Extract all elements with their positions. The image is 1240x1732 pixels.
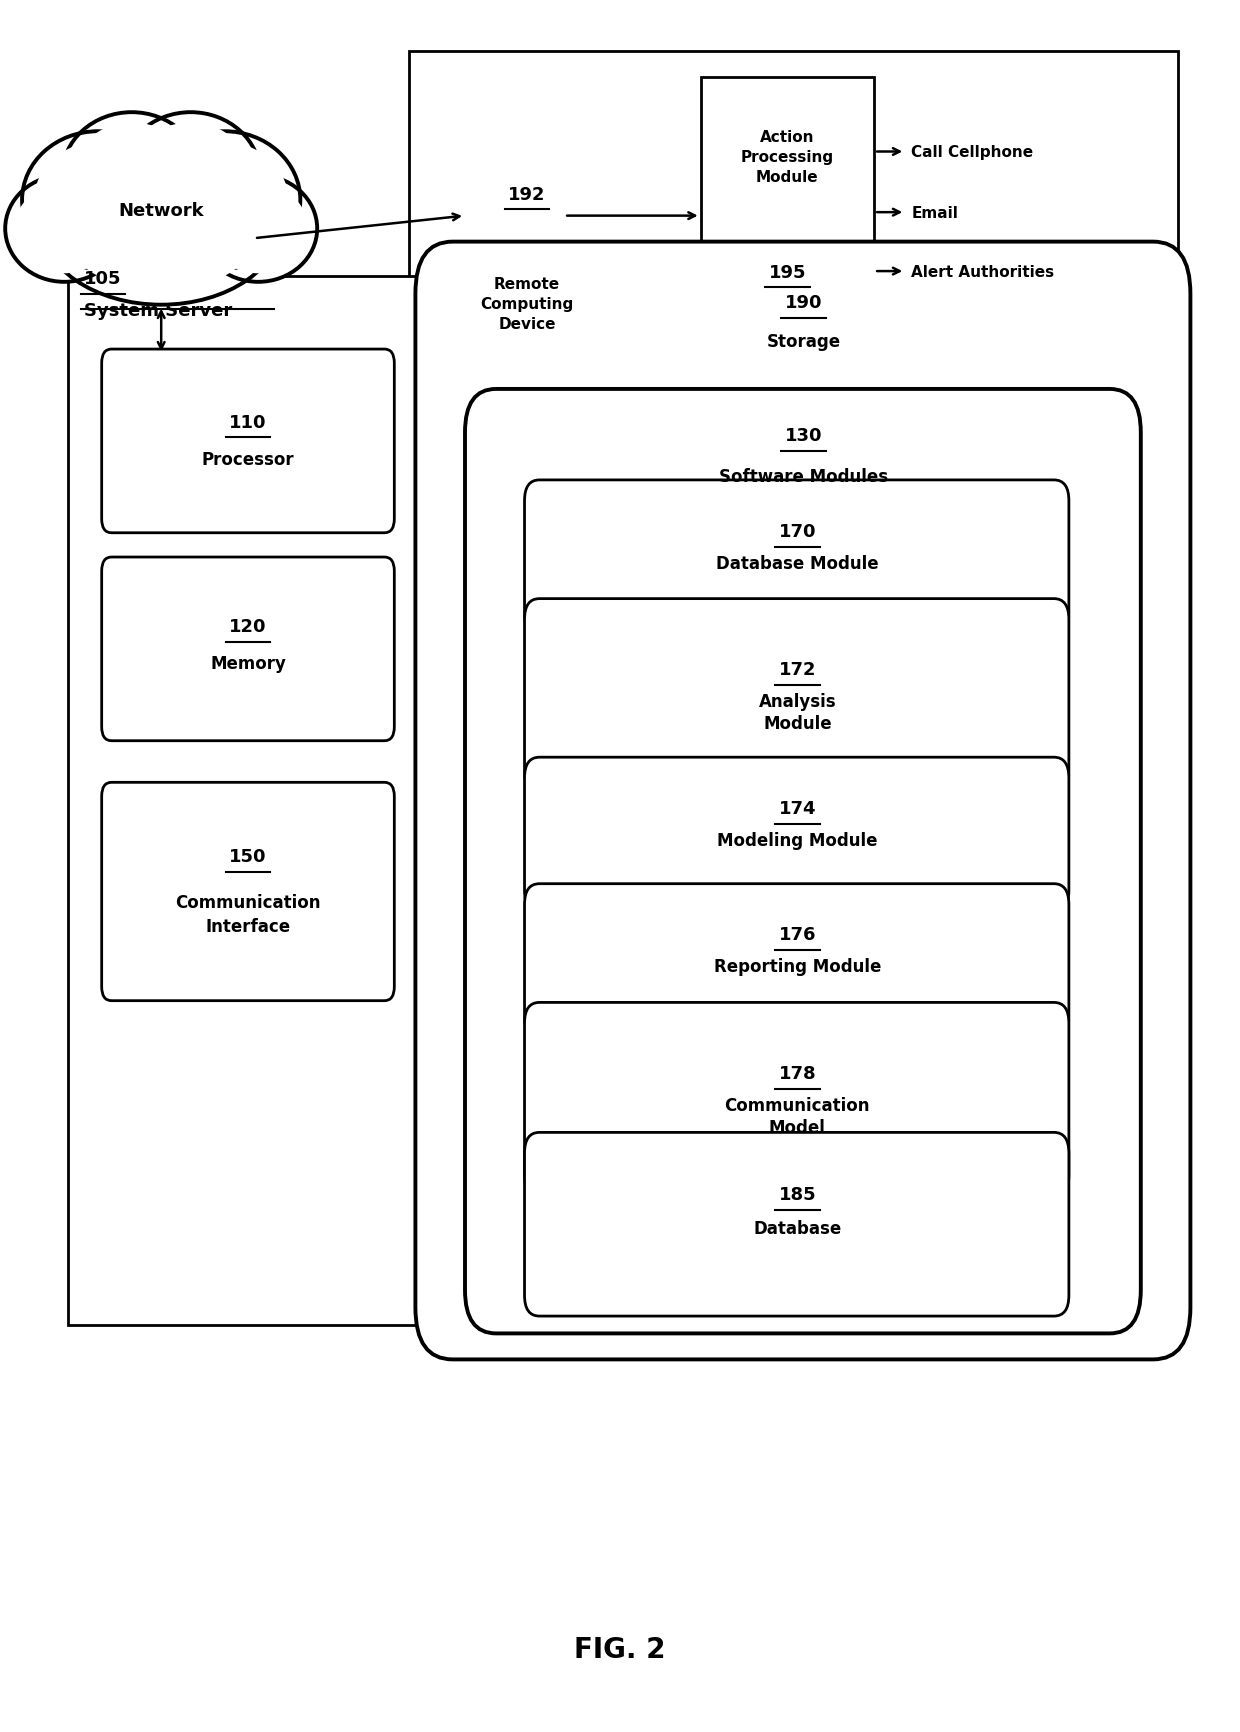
Ellipse shape <box>5 177 123 282</box>
Text: 195: 195 <box>769 265 806 282</box>
Text: Analysis
Module: Analysis Module <box>759 693 836 733</box>
Ellipse shape <box>149 132 300 268</box>
Text: Processor: Processor <box>202 450 294 468</box>
Text: 176: 176 <box>779 927 816 944</box>
FancyBboxPatch shape <box>465 390 1141 1334</box>
Text: Database Module: Database Module <box>715 554 879 572</box>
Ellipse shape <box>60 151 263 293</box>
Ellipse shape <box>15 185 114 274</box>
Text: Storage: Storage <box>766 333 841 350</box>
Ellipse shape <box>22 132 174 268</box>
Ellipse shape <box>122 113 260 239</box>
FancyBboxPatch shape <box>525 885 1069 1039</box>
Ellipse shape <box>161 144 288 258</box>
FancyBboxPatch shape <box>409 52 1178 346</box>
Text: 150: 150 <box>229 849 267 866</box>
Ellipse shape <box>62 113 201 239</box>
FancyBboxPatch shape <box>102 350 394 533</box>
Text: Memory: Memory <box>210 655 286 672</box>
FancyBboxPatch shape <box>102 783 394 1001</box>
FancyBboxPatch shape <box>525 759 1069 911</box>
Ellipse shape <box>40 139 283 305</box>
Text: 178: 178 <box>779 1065 816 1082</box>
FancyBboxPatch shape <box>415 242 1190 1360</box>
Text: 172: 172 <box>779 662 816 679</box>
Ellipse shape <box>200 177 317 282</box>
Text: 174: 174 <box>779 800 816 818</box>
Text: Communication
Interface: Communication Interface <box>175 894 321 935</box>
Text: 105: 105 <box>84 270 122 288</box>
Text: Database: Database <box>753 1219 842 1237</box>
Text: Action
Processing
Module: Action Processing Module <box>740 130 835 185</box>
Text: Email: Email <box>911 206 959 220</box>
Text: FIG. 2: FIG. 2 <box>574 1635 666 1663</box>
FancyBboxPatch shape <box>525 1003 1069 1197</box>
Ellipse shape <box>73 123 190 229</box>
Text: Reporting Module: Reporting Module <box>714 958 880 975</box>
Text: 192: 192 <box>508 187 546 204</box>
Ellipse shape <box>133 123 249 229</box>
Text: 185: 185 <box>779 1186 816 1204</box>
Text: Alert Authorities: Alert Authorities <box>911 265 1054 279</box>
Text: 120: 120 <box>229 618 267 636</box>
Ellipse shape <box>35 144 161 258</box>
FancyBboxPatch shape <box>102 558 394 741</box>
Text: System Server: System Server <box>84 301 233 319</box>
Text: 190: 190 <box>785 294 822 312</box>
FancyBboxPatch shape <box>68 277 1178 1325</box>
Text: 130: 130 <box>785 428 822 445</box>
Text: Call Cellphone: Call Cellphone <box>911 145 1033 159</box>
FancyBboxPatch shape <box>525 599 1069 793</box>
Text: Communication
Model: Communication Model <box>724 1096 870 1136</box>
Text: Network: Network <box>118 203 205 220</box>
FancyBboxPatch shape <box>701 78 874 320</box>
Text: 110: 110 <box>229 414 267 431</box>
Text: 170: 170 <box>779 523 816 540</box>
FancyBboxPatch shape <box>525 1133 1069 1316</box>
Text: Remote
Computing
Device: Remote Computing Device <box>480 277 574 333</box>
FancyBboxPatch shape <box>525 480 1069 634</box>
Text: Modeling Module: Modeling Module <box>717 831 878 849</box>
Text: Software Modules: Software Modules <box>719 468 888 485</box>
Ellipse shape <box>208 185 308 274</box>
